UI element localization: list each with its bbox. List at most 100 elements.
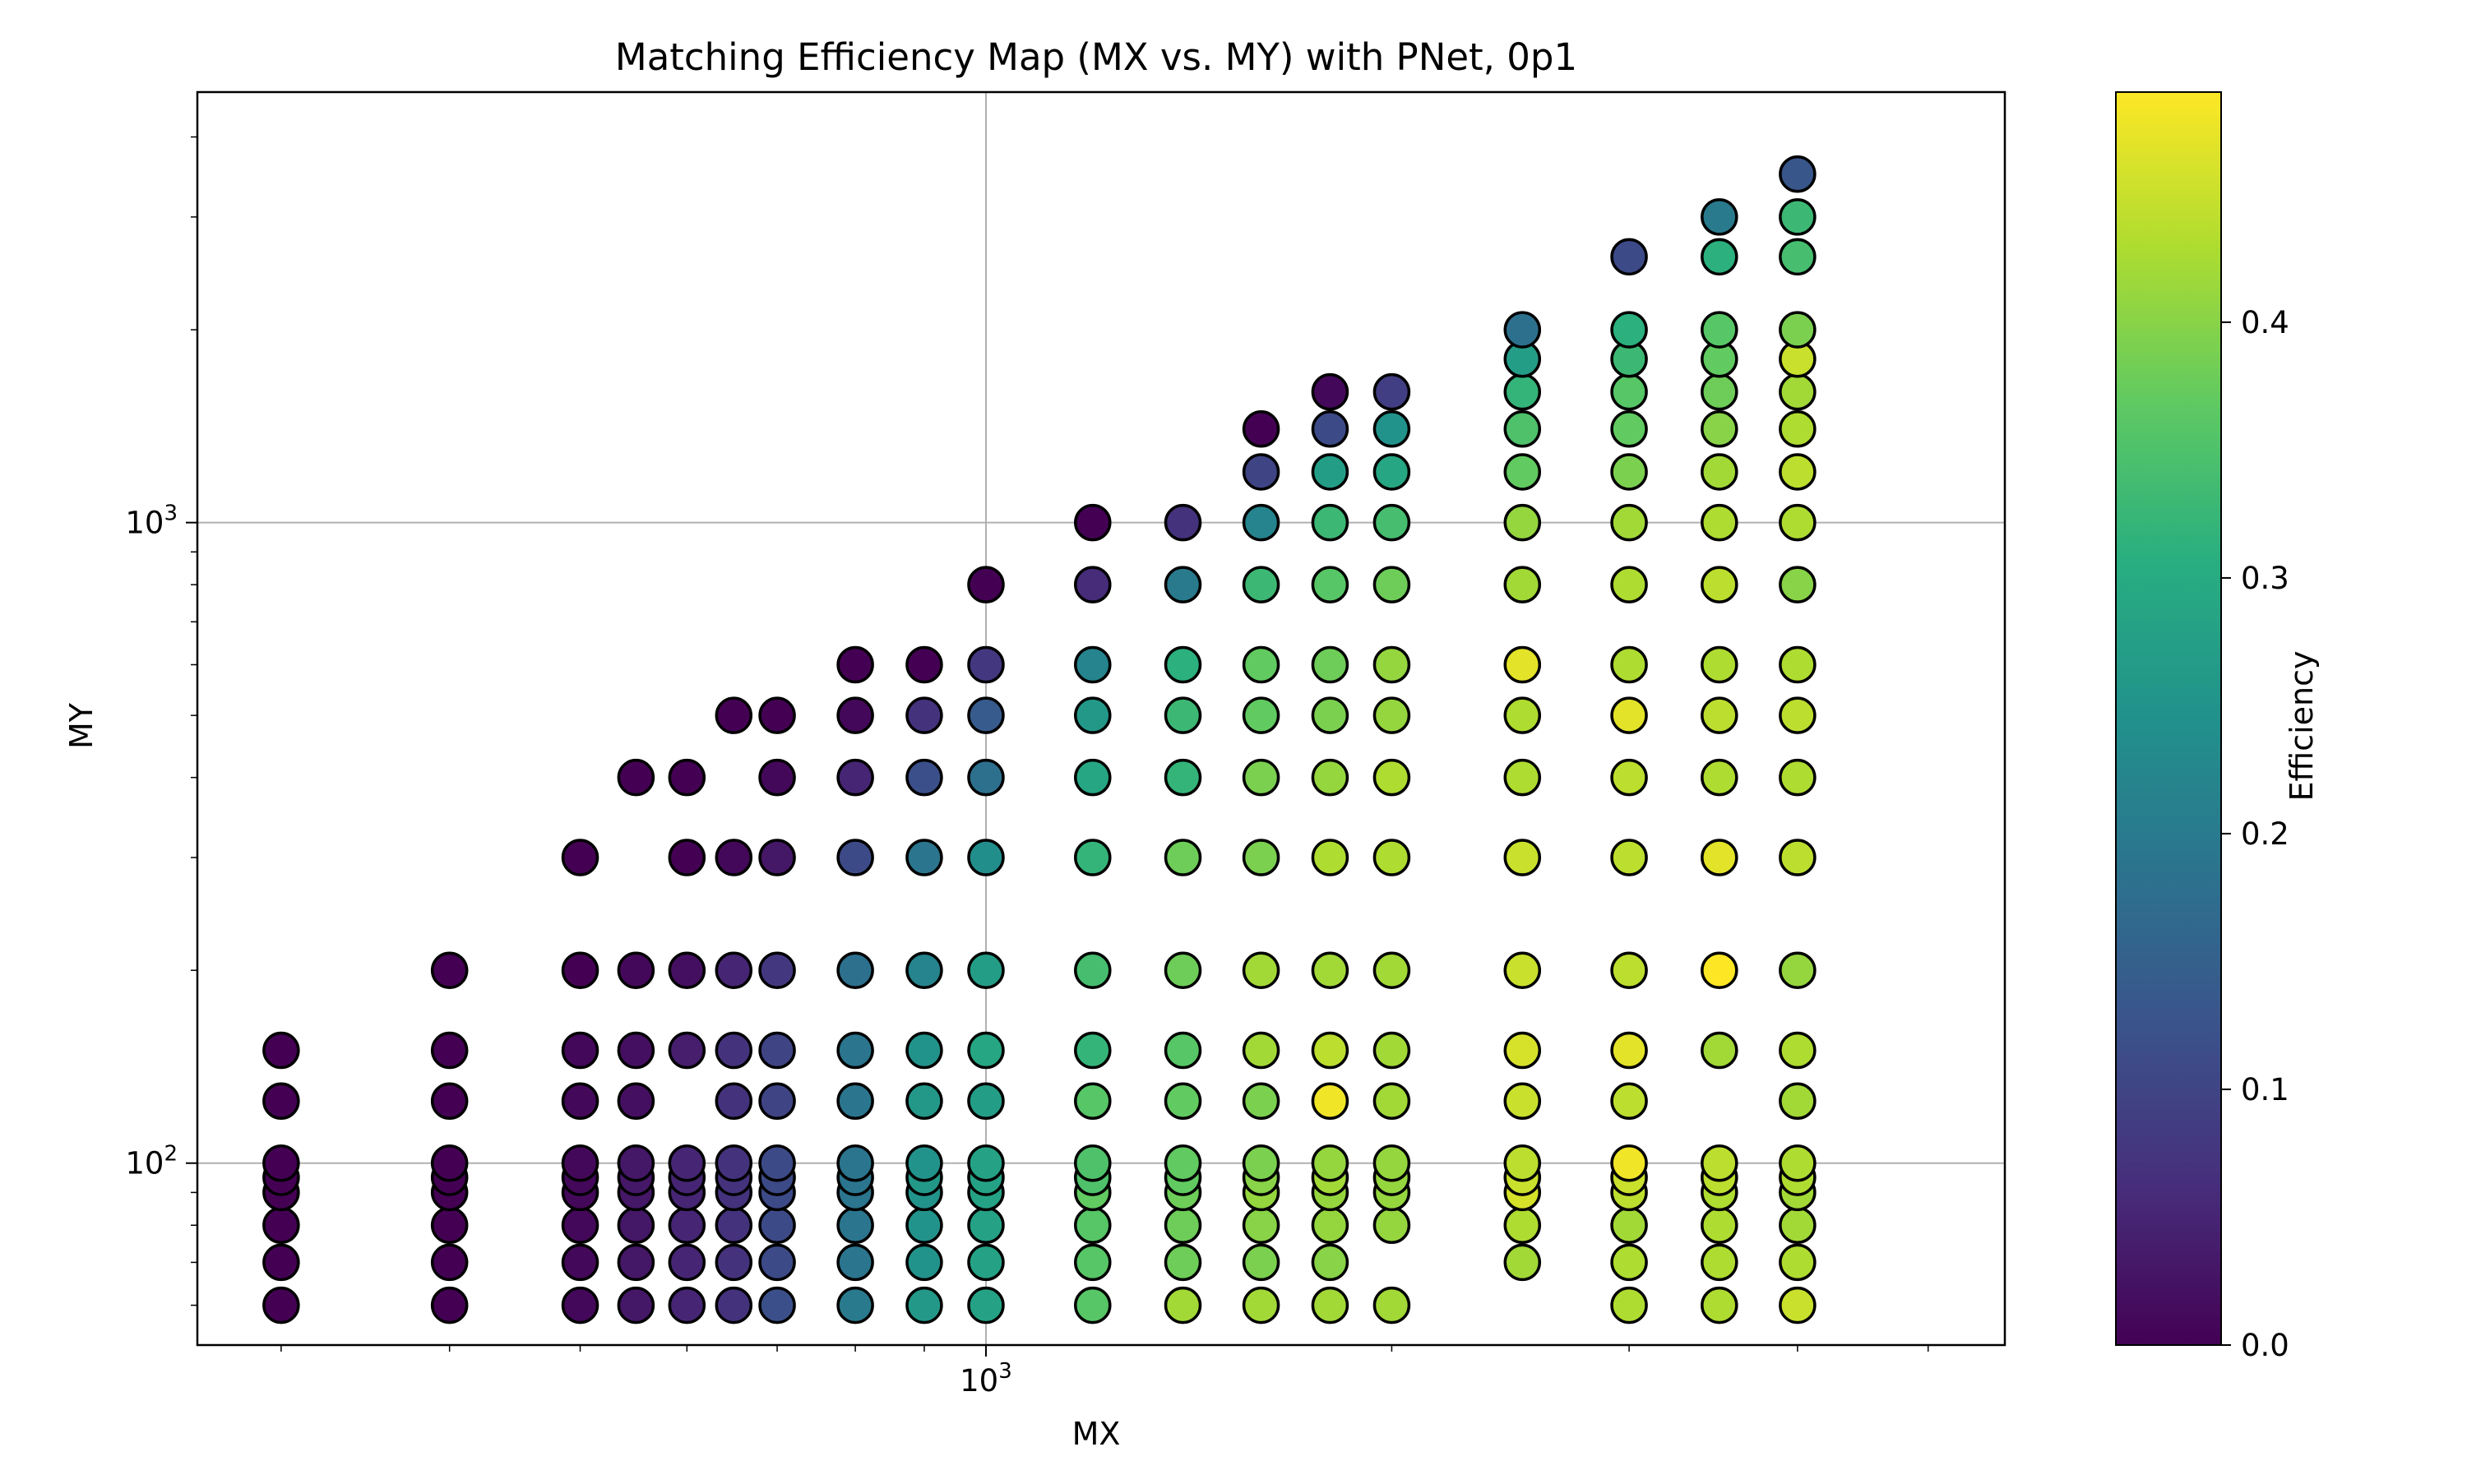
scatter-point (668, 758, 706, 797)
scatter-point (1610, 839, 1648, 876)
scatter-point (758, 951, 796, 989)
scatter-point (758, 696, 796, 734)
scatter-point (1610, 1144, 1648, 1182)
scatter-point (1311, 758, 1349, 797)
colorbar: 0.0 0.1 0.2 0.3 0.4 (2115, 91, 2289, 1363)
scatter-point (1372, 1286, 1411, 1325)
colorbar-tick-label: 0.2 (2241, 816, 2289, 852)
scatter-point (1372, 1082, 1411, 1120)
scatter-point (1074, 1206, 1112, 1244)
scatter-point (1779, 758, 1817, 797)
scatter-point (715, 696, 753, 734)
scatter-point (758, 1286, 796, 1325)
scatter-point (1503, 1031, 1542, 1070)
scatter-point (1701, 311, 1738, 349)
y-tick-base: 10 (125, 1146, 164, 1181)
scatter-point (1701, 372, 1738, 411)
scatter-point (1164, 839, 1202, 876)
scatter-point (715, 1243, 753, 1282)
scatter-point (1311, 696, 1349, 734)
scatter-point (1503, 951, 1542, 989)
scatter-point (1372, 453, 1411, 491)
scatter-point (836, 645, 874, 684)
scatter-point (1311, 453, 1349, 491)
colorbar-gradient (2115, 91, 2222, 1346)
scatter-point (1242, 1286, 1280, 1325)
scatter-point (1610, 238, 1648, 276)
scatter-point (967, 645, 1005, 684)
scatter-point (1610, 311, 1648, 349)
scatter-point (1503, 758, 1542, 797)
scatter-point (1311, 372, 1349, 411)
scatter-point (1242, 503, 1280, 542)
scatter-point (1610, 1082, 1648, 1120)
scatter-point (1372, 1206, 1411, 1244)
scatter-point (668, 1144, 706, 1182)
scatter-point (1164, 566, 1202, 603)
scatter-point (1164, 645, 1202, 684)
scatter-point (905, 1144, 943, 1182)
scatter-point (1311, 951, 1349, 989)
scatter-point (617, 1144, 655, 1182)
scatter-point (430, 951, 469, 989)
scatter-point (1164, 1144, 1202, 1182)
scatter-point (1372, 503, 1411, 542)
x-tick-exponent: 3 (998, 1359, 1012, 1384)
scatter-point (1311, 1206, 1349, 1244)
scatter-point (758, 758, 796, 797)
scatter-point (1311, 503, 1349, 542)
scatter-point (561, 1082, 599, 1120)
scatter-point (1242, 1243, 1280, 1282)
scatter-point (1503, 696, 1542, 734)
scatter-point (262, 1286, 300, 1325)
scatter-point (967, 1286, 1005, 1325)
scatter-point (836, 696, 874, 734)
scatter-point (1372, 1031, 1411, 1070)
scatter-point (1701, 1144, 1738, 1182)
scatter-point (758, 1206, 796, 1244)
scatter-point (1503, 839, 1542, 876)
scatter-point (967, 1144, 1005, 1182)
scatter-point (1701, 453, 1738, 491)
scatter-point (668, 1206, 706, 1244)
scatter-point (430, 1206, 469, 1244)
scatter-point (1701, 238, 1738, 276)
scatter-point (1242, 410, 1280, 448)
scatter-point (1610, 453, 1648, 491)
scatter-point (1503, 645, 1542, 684)
scatter-point (836, 1286, 874, 1325)
scatter-point (1074, 696, 1112, 734)
scatter-point (1503, 410, 1542, 448)
scatter-point (430, 1082, 469, 1120)
scatter-point (1701, 645, 1738, 684)
scatter-point (1372, 696, 1411, 734)
scatter-point (1242, 839, 1280, 876)
scatter-point (905, 1082, 943, 1120)
scatter-point (905, 696, 943, 734)
scatter-point (1610, 696, 1648, 734)
scatter-point (1242, 1082, 1280, 1120)
scatter-point (967, 758, 1005, 797)
scatter-point (262, 1082, 300, 1120)
scatter-point (905, 1206, 943, 1244)
scatter-point (1242, 951, 1280, 989)
colorbar-label: Efficiency (2284, 650, 2320, 801)
scatter-point (430, 1031, 469, 1070)
scatter-point (715, 1206, 753, 1244)
scatter-point (1610, 503, 1648, 542)
x-axis-label: MX (1072, 1416, 1121, 1452)
scatter-point (1074, 758, 1112, 797)
scatter-point (1701, 1206, 1738, 1244)
scatter-point (1701, 696, 1738, 734)
scatter-point (1779, 155, 1817, 193)
y-tick-label: 103 (125, 502, 178, 541)
scatter-point (1372, 566, 1411, 603)
scatter-point (1164, 951, 1202, 989)
scatter-point (1372, 1144, 1411, 1182)
chart-title: Matching Efficiency Map (MX vs. MY) with… (615, 35, 1577, 79)
scatter-point (1164, 1082, 1202, 1120)
scatter-point (715, 1082, 753, 1120)
scatter-point (1164, 1286, 1202, 1325)
scatter-point (617, 951, 655, 989)
scatter-point (262, 1243, 300, 1282)
